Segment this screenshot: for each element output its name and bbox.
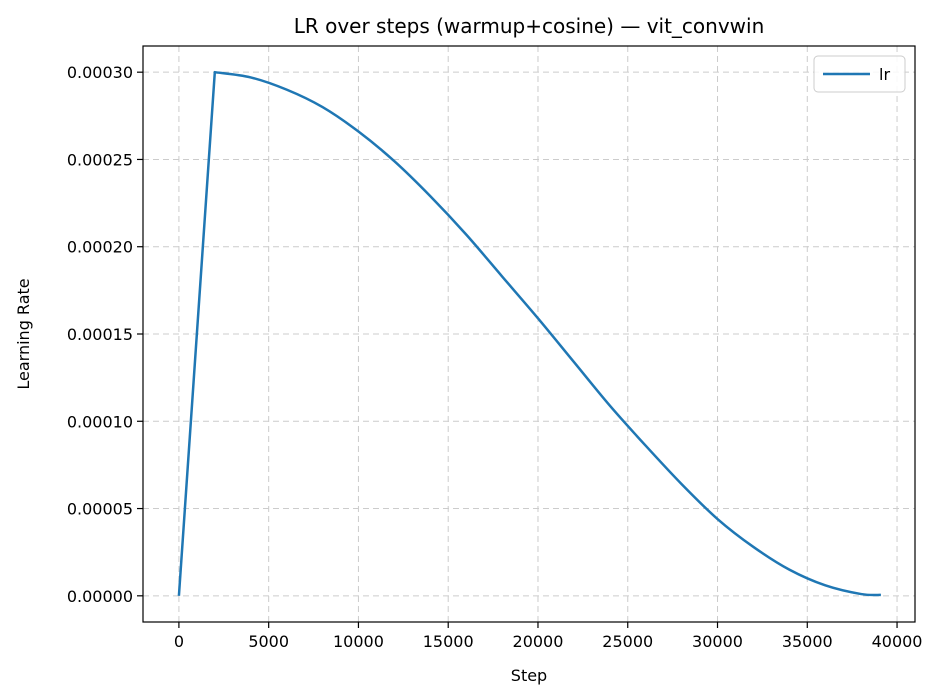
series-line-lr (177, 70, 881, 597)
series-layer (177, 70, 881, 597)
y-tick-label: 0.00000 (67, 587, 133, 606)
x-tick-label: 30000 (692, 632, 743, 651)
ticks: 0 5000 10000 15000 20000 25000 30000 35000 40000… (67, 63, 923, 651)
x-tick-label: 10000 (333, 632, 384, 651)
y-axis-label: Learning Rate (14, 278, 33, 389)
chart-title: LR over steps (warmup+cosine) — vit_conv… (294, 14, 765, 38)
x-tick-label: 40000 (872, 632, 923, 651)
y-tick-label: 0.00025 (67, 150, 133, 169)
x-tick-label: 25000 (602, 632, 653, 651)
y-tick-label: 0.00015 (67, 325, 133, 344)
y-tick-label: 0.00020 (67, 238, 133, 257)
x-tick-label: 35000 (782, 632, 833, 651)
legend: lr (813, 55, 906, 93)
y-tick-label: 0.00005 (67, 500, 133, 519)
y-tick-label: 0.00010 (67, 412, 133, 431)
y-tick-label: 0.00030 (67, 63, 133, 82)
x-tick-label: 20000 (513, 632, 564, 651)
legend-text-lr: lr (879, 65, 890, 84)
x-tick-label: 5000 (248, 632, 289, 651)
x-tick-label: 15000 (423, 632, 474, 651)
x-tick-label: 0 (174, 632, 184, 651)
grid (143, 46, 915, 622)
x-axis-label: Step (511, 666, 547, 685)
